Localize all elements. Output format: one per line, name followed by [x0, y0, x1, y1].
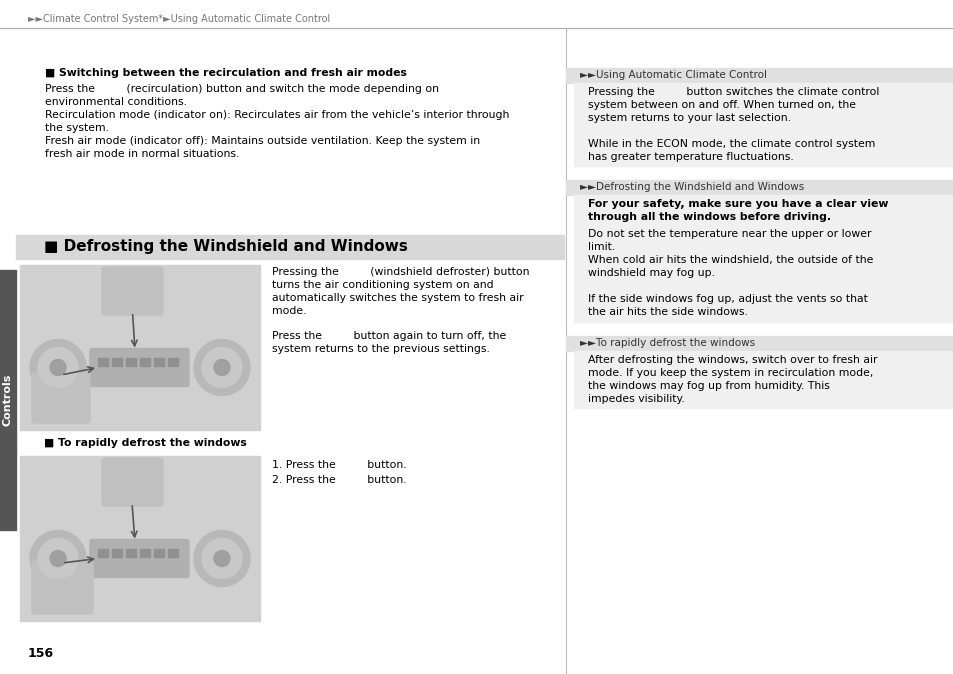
Text: the air hits the side windows.: the air hits the side windows.	[587, 307, 747, 317]
Text: ►►Climate Control System*►Using Automatic Climate Control: ►►Climate Control System*►Using Automati…	[28, 14, 330, 24]
Bar	[20, 456, 260, 621]
Text: 156: 156	[28, 647, 54, 660]
FancyBboxPatch shape	[90, 348, 189, 386]
Text: If the side windows fog up, adjust the vents so that: If the side windows fog up, adjust the v…	[587, 294, 867, 304]
Text: Do not set the temperature near the upper or lower: Do not set the temperature near the uppe…	[587, 229, 871, 239]
Text: ■ Switching between the recirculation and fresh air modes: ■ Switching between the recirculation an…	[45, 68, 406, 78]
Text: mode. If you keep the system in recirculation mode,: mode. If you keep the system in recircul…	[587, 368, 872, 378]
Text: turns the air conditioning system on and: turns the air conditioning system on and	[272, 280, 493, 290]
Bar	[20, 265, 260, 430]
Text: ►►Using Automatic Climate Control: ►►Using Automatic Climate Control	[579, 70, 766, 80]
Text: system returns to the previous settings.: system returns to the previous settings.	[272, 344, 489, 354]
Bar	[140, 357, 150, 365]
Circle shape	[193, 530, 250, 586]
Text: When cold air hits the windshield, the outside of the: When cold air hits the windshield, the o…	[587, 255, 872, 265]
Bar	[98, 549, 108, 557]
Text: Recirculation mode (indicator on): Recirculates air from the vehicle’s interior : Recirculation mode (indicator on): Recir…	[45, 110, 509, 120]
FancyBboxPatch shape	[102, 458, 163, 506]
Text: Controls: Controls	[3, 374, 13, 426]
FancyBboxPatch shape	[90, 539, 189, 578]
Bar	[574, 195, 953, 322]
Text: Pressing the         button switches the climate control: Pressing the button switches the climate…	[587, 87, 879, 97]
Text: After defrosting the windows, switch over to fresh air: After defrosting the windows, switch ove…	[587, 355, 877, 365]
Text: environmental conditions.: environmental conditions.	[45, 97, 187, 107]
Text: While in the ECON mode, the climate control system: While in the ECON mode, the climate cont…	[587, 139, 875, 149]
Text: ■ Defrosting the Windshield and Windows: ■ Defrosting the Windshield and Windows	[44, 239, 408, 255]
Bar	[126, 357, 136, 365]
Circle shape	[38, 348, 78, 388]
Bar	[0, 270, 16, 530]
Bar	[126, 549, 136, 557]
Text: automatically switches the system to fresh air: automatically switches the system to fre…	[272, 293, 523, 303]
Text: system between on and off. When turned on, the: system between on and off. When turned o…	[587, 100, 855, 110]
Bar	[565, 68, 953, 83]
Bar	[153, 549, 164, 557]
Text: 1. Press the         button.: 1. Press the button.	[272, 460, 406, 470]
Text: ►►To rapidly defrost the windows: ►►To rapidly defrost the windows	[579, 338, 755, 348]
Bar	[565, 180, 953, 195]
Bar	[574, 83, 953, 166]
Text: fresh air mode in normal situations.: fresh air mode in normal situations.	[45, 149, 239, 159]
Text: ►►Defrosting the Windshield and Windows: ►►Defrosting the Windshield and Windows	[579, 182, 803, 192]
Text: For your safety, make sure you have a clear view: For your safety, make sure you have a cl…	[587, 199, 887, 209]
Bar	[140, 549, 150, 557]
Text: impedes visibility.: impedes visibility.	[587, 394, 684, 404]
Text: Pressing the         (windshield defroster) button: Pressing the (windshield defroster) butt…	[272, 267, 529, 277]
Text: Press the         button again to turn off, the: Press the button again to turn off, the	[272, 331, 506, 341]
Text: windshield may fog up.: windshield may fog up.	[587, 268, 714, 278]
Text: limit.: limit.	[587, 242, 615, 252]
Bar	[98, 357, 108, 365]
FancyBboxPatch shape	[32, 372, 90, 423]
Text: Press the         (recirculation) button and switch the mode depending on: Press the (recirculation) button and swi…	[45, 84, 438, 94]
Bar	[153, 357, 164, 365]
Text: has greater temperature fluctuations.: has greater temperature fluctuations.	[587, 152, 793, 162]
Circle shape	[202, 539, 242, 578]
Text: mode.: mode.	[272, 306, 306, 316]
Circle shape	[213, 359, 230, 375]
Text: ■ To rapidly defrost the windows: ■ To rapidly defrost the windows	[44, 438, 247, 448]
Bar	[574, 351, 953, 408]
Bar	[168, 549, 178, 557]
Text: through all the windows before driving.: through all the windows before driving.	[587, 212, 830, 222]
Circle shape	[38, 539, 78, 578]
Text: Fresh air mode (indicator off): Maintains outside ventilation. Keep the system i: Fresh air mode (indicator off): Maintain…	[45, 136, 479, 146]
Circle shape	[50, 551, 66, 567]
FancyBboxPatch shape	[102, 267, 163, 315]
Circle shape	[30, 340, 86, 396]
Circle shape	[202, 348, 242, 388]
Bar	[565, 336, 953, 351]
Bar	[112, 549, 122, 557]
Text: system returns to your last selection.: system returns to your last selection.	[587, 113, 790, 123]
Circle shape	[30, 530, 86, 586]
Bar	[16, 235, 563, 259]
Text: the windows may fog up from humidity. This: the windows may fog up from humidity. Th…	[587, 381, 829, 391]
Circle shape	[50, 359, 66, 375]
FancyBboxPatch shape	[32, 560, 92, 614]
Circle shape	[193, 340, 250, 396]
Bar	[168, 357, 178, 365]
Bar	[112, 357, 122, 365]
Text: the system.: the system.	[45, 123, 109, 133]
Circle shape	[213, 551, 230, 567]
Text: 2. Press the         button.: 2. Press the button.	[272, 475, 406, 485]
